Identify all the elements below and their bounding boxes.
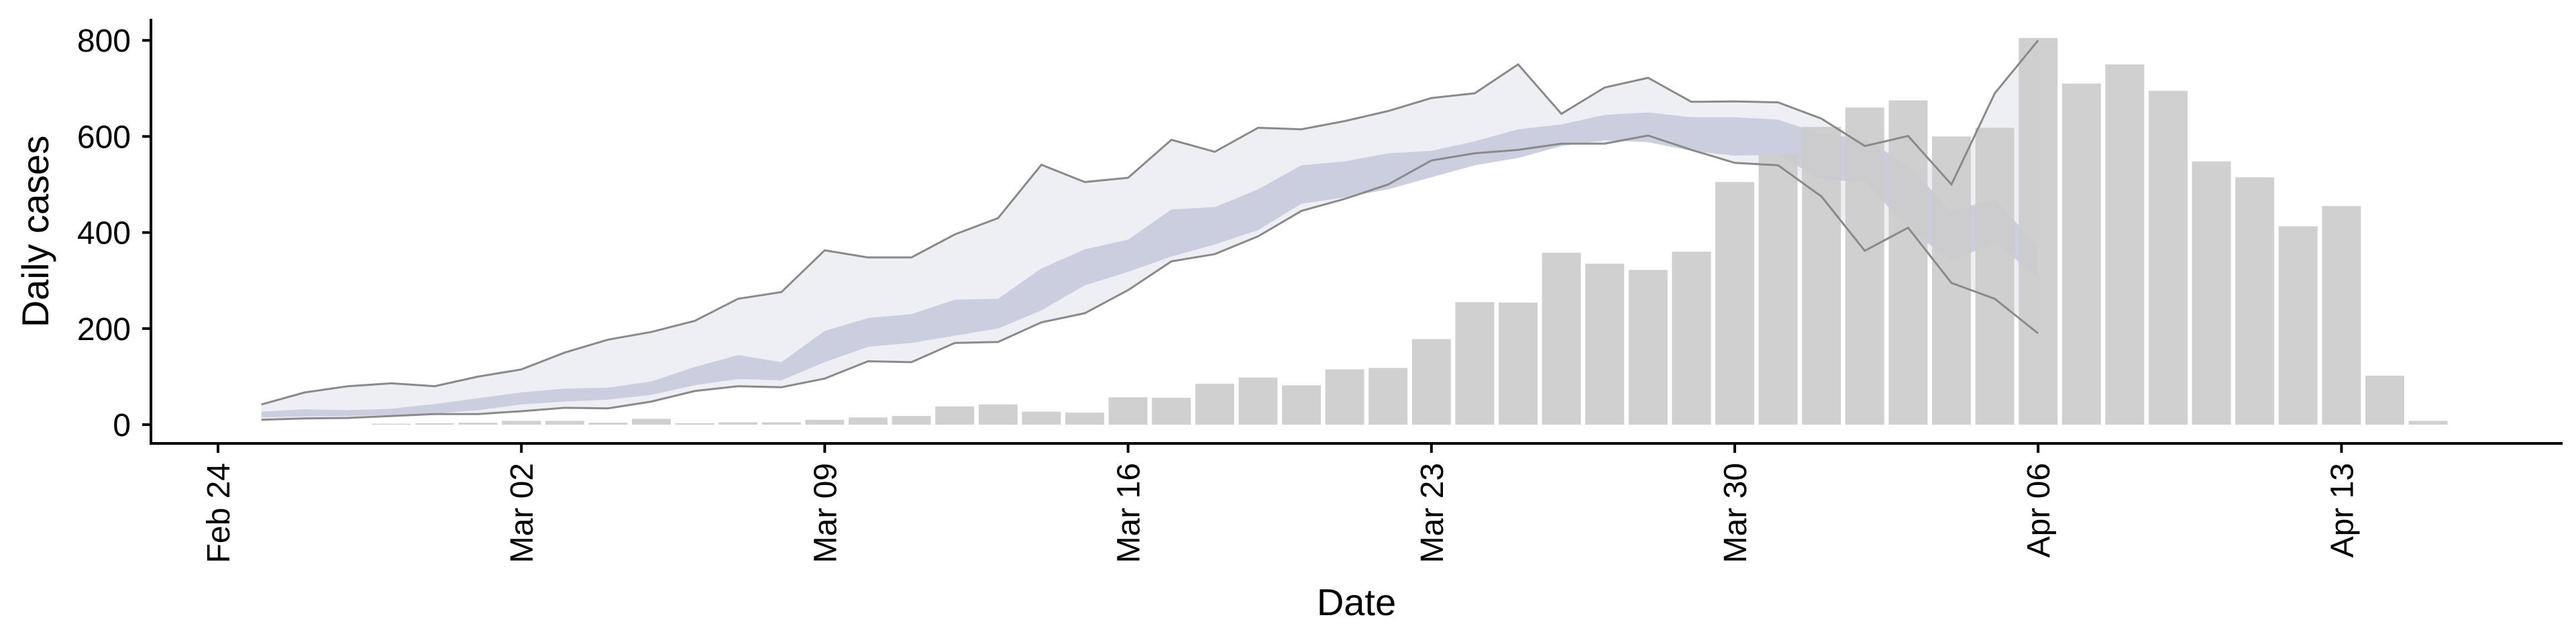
daily-cases-bar	[1542, 252, 1581, 425]
y-tick-label: 200	[77, 312, 131, 347]
daily-cases-bar	[1932, 136, 1971, 425]
daily-cases-bar	[502, 421, 541, 425]
daily-cases-bar	[1499, 303, 1538, 425]
daily-cases-bar	[1282, 385, 1321, 425]
x-axis-title: Date	[1317, 581, 1396, 623]
daily-cases-bar	[1975, 127, 2015, 425]
daily-cases-bar	[2235, 177, 2275, 425]
x-tick-label: Apr 13	[2324, 463, 2360, 557]
daily-cases-bar	[1758, 154, 1798, 425]
y-tick-label: 400	[77, 216, 131, 252]
outer-band-lower-line	[261, 134, 2039, 421]
daily-cases-bar	[1238, 377, 1278, 425]
daily-cases-bar	[1628, 270, 1668, 425]
daily-cases-bar	[2365, 376, 2404, 425]
x-tick-label: Mar 23	[1415, 463, 1450, 563]
x-axis-ticks: Feb 24 Mar 02 Mar 09 Mar 16 Mar 23 Mar 30 Apr …	[201, 443, 2360, 563]
daily-cases-bar	[2149, 91, 2188, 425]
y-axis-title: Daily cases	[14, 136, 56, 327]
daily-cases-bar	[1065, 413, 1104, 425]
y-tick-label: 800	[77, 23, 131, 59]
y-tick-label: 600	[77, 119, 131, 155]
daily-cases-bar	[415, 423, 454, 425]
daily-cases-bar	[588, 423, 628, 425]
daily-cases-bar	[978, 404, 1018, 425]
daily-cases-bar	[1325, 369, 1364, 425]
daily-cases-bar	[1108, 397, 1148, 425]
x-tick-label: Apr 06	[2021, 463, 2057, 557]
daily-cases-bar	[1845, 107, 1884, 425]
daily-cases-bar	[1455, 302, 1495, 425]
plot-area	[261, 38, 2448, 425]
daily-cases-bar	[1022, 411, 1061, 425]
daily-cases-bar	[1411, 339, 1451, 425]
x-tick-label: Feb 24	[201, 463, 237, 563]
outer-band-upper-line	[261, 40, 2039, 406]
daily-cases-bar	[2192, 161, 2231, 425]
daily-cases-bar	[1195, 384, 1234, 425]
daily-cases-bar	[718, 422, 758, 425]
daily-cases-bar	[1888, 100, 1928, 425]
daily-cases-bar	[1368, 368, 1408, 425]
daily-cases-bar	[1802, 127, 1841, 425]
daily-cases-bar	[761, 422, 801, 425]
daily-cases-bar	[1715, 182, 1754, 425]
x-tick-label: Mar 30	[1718, 463, 1754, 563]
daily-cases-bar	[2322, 206, 2361, 425]
daily-cases-bar	[935, 406, 975, 425]
daily-cases-bar	[1672, 252, 1711, 425]
daily-cases-bar	[2278, 226, 2318, 425]
daily-cases-bar	[2408, 421, 2448, 425]
daily-cases-bar	[372, 423, 411, 425]
daily-cases-bar	[632, 419, 671, 425]
daily-cases-bar	[849, 417, 888, 425]
daily-cases-bar	[1585, 264, 1625, 425]
x-tick-label: Mar 09	[808, 463, 843, 563]
daily-cases-bar	[2105, 64, 2145, 425]
x-tick-label: Mar 16	[1112, 463, 1147, 563]
y-tick-label: 0	[113, 408, 131, 443]
daily-cases-bar	[2019, 38, 2058, 425]
daily-cases-bar	[2061, 83, 2101, 425]
daily-cases-bar	[892, 416, 931, 425]
x-tick-label: Mar 02	[504, 463, 540, 563]
daily-cases-bar	[1152, 397, 1191, 425]
y-axis-ticks: 0 200 400 600 800	[77, 23, 151, 443]
daily-cases-bar	[545, 421, 584, 425]
daily-cases-bar	[458, 423, 498, 425]
daily-cases-bar	[675, 423, 714, 425]
daily-cases-bar	[805, 419, 845, 425]
